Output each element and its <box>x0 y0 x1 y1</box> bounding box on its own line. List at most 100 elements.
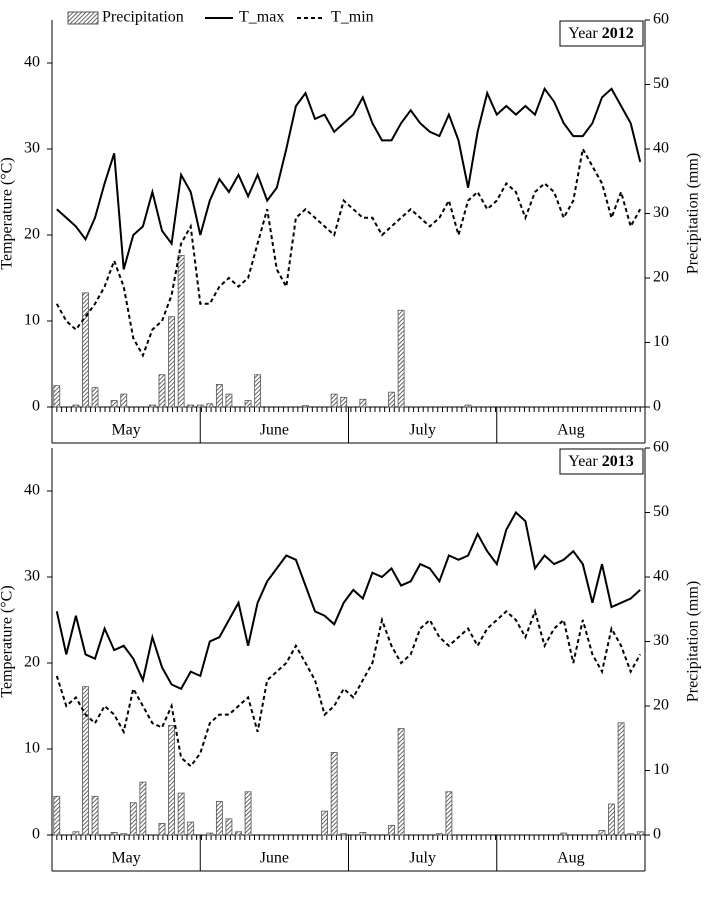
precipitation-bar <box>359 398 367 408</box>
y2-axis-label: Precipitation (mm) <box>685 581 702 702</box>
x-tick-label: July <box>409 422 436 439</box>
precipitation-bar <box>187 821 195 836</box>
precipitation-bar <box>445 791 453 836</box>
precipitation-bar <box>129 802 137 836</box>
precipitation-bar <box>560 832 568 836</box>
x-tick-label: June <box>260 422 289 439</box>
precipitation-bar <box>397 728 405 836</box>
precipitation-bar <box>225 818 233 836</box>
x-tick-label: May <box>111 422 140 439</box>
year-prefix: Year <box>568 453 598 470</box>
y-axis-label: Temperature (°C) <box>0 157 16 269</box>
precipitation-bar <box>196 404 204 408</box>
y2-tick-label: 60 <box>653 439 669 456</box>
precipitation-bar <box>244 400 252 408</box>
precipitation-bar <box>235 831 242 836</box>
y2-tick-label: 10 <box>653 761 669 778</box>
year-value: 2013 <box>602 453 634 470</box>
precipitation-bar <box>215 801 223 836</box>
x-tick-label: May <box>111 850 140 867</box>
precipitation-bar <box>608 803 615 836</box>
precipitation-bar <box>72 404 80 408</box>
legend-label: Precipitation <box>102 9 184 26</box>
y2-tick-label: 30 <box>653 204 669 221</box>
year-label: Year 2013 <box>568 453 633 470</box>
precipitation-bar <box>158 822 166 836</box>
precipitation-bar <box>177 255 185 408</box>
y-tick-label: 10 <box>24 740 40 757</box>
precipitation-bar <box>340 833 348 836</box>
precipitation-bar <box>110 832 118 836</box>
x-tick-label: Aug <box>557 422 585 439</box>
precipitation-bar <box>225 393 233 408</box>
precipitation-bar <box>388 391 395 408</box>
year-box <box>559 20 644 47</box>
y2-tick-label: 50 <box>653 503 669 520</box>
precipitation-bar <box>464 404 472 408</box>
precipitation-bar <box>215 384 223 408</box>
y-tick-label: 20 <box>24 226 40 243</box>
precipitation-bar <box>388 824 395 836</box>
precipitation-bar <box>110 400 118 408</box>
precipitation-bar <box>244 791 252 836</box>
year-value: 2012 <box>602 25 634 42</box>
year-label: Year 2012 <box>568 25 633 42</box>
y2-tick-label: 0 <box>653 826 661 843</box>
precipitation-bar <box>168 316 175 408</box>
precipitation-bar <box>82 292 89 408</box>
precipitation-bar <box>397 309 405 408</box>
y2-tick-label: 20 <box>653 697 669 714</box>
precipitation-bar <box>72 831 80 836</box>
precipitation-bar <box>82 686 89 836</box>
x-tick-label: June <box>260 850 289 867</box>
y-tick-label: 0 <box>32 398 40 415</box>
year-box <box>559 448 644 475</box>
y-axis-label: Temperature (°C) <box>0 585 16 697</box>
precipitation-bar <box>139 781 147 836</box>
precipitation-bar <box>254 374 262 408</box>
y-tick-label: 20 <box>24 654 40 671</box>
y-tick-label: 10 <box>24 312 40 329</box>
precipitation-bar <box>330 393 338 408</box>
y-tick-label: 40 <box>24 54 40 71</box>
precipitation-bar <box>302 405 309 408</box>
temperature-line <box>56 86 642 270</box>
y-tick-label: 0 <box>32 826 40 843</box>
precipitation-bar <box>598 830 606 836</box>
legend-label: T_min <box>331 9 374 26</box>
x-tick-label: Aug <box>557 850 585 867</box>
precipitation-bar <box>53 385 61 408</box>
precipitation-bar <box>149 404 156 408</box>
y-tick-label: 40 <box>24 482 40 499</box>
y2-tick-label: 50 <box>653 75 669 92</box>
y2-tick-label: 10 <box>653 333 669 350</box>
precipitation-bar <box>617 722 625 836</box>
precipitation-bar <box>158 374 166 408</box>
y-tick-label: 30 <box>24 140 40 157</box>
y2-tick-label: 40 <box>653 568 669 585</box>
precipitation-bar <box>91 795 99 836</box>
precipitation-bar <box>627 833 635 836</box>
precipitation-bar <box>168 724 175 836</box>
y2-tick-label: 0 <box>653 398 661 415</box>
precipitation-bar <box>435 833 443 836</box>
x-tick-label: July <box>409 850 436 867</box>
legend-swatch <box>67 11 99 25</box>
precipitation-bar <box>120 833 128 836</box>
temperature-line <box>55 146 642 358</box>
precipitation-bar <box>53 795 61 836</box>
y2-tick-label: 30 <box>653 632 669 649</box>
legend-label: T_max <box>239 9 284 26</box>
precipitation-bar <box>177 792 185 836</box>
precipitation-bar <box>330 752 338 836</box>
precipitation-bar <box>91 387 99 408</box>
y2-tick-label: 40 <box>653 140 669 157</box>
y2-tick-label: 60 <box>653 11 669 28</box>
precipitation-bar <box>340 396 348 408</box>
precipitation-bar <box>359 832 367 836</box>
precipitation-bar <box>206 403 214 408</box>
y2-axis-label: Precipitation (mm) <box>685 153 702 274</box>
y-tick-label: 30 <box>24 568 40 585</box>
